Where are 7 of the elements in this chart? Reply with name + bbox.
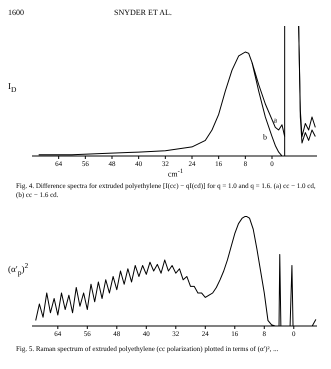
series-label: a <box>274 115 278 124</box>
x-axis-title: cm$^{-1}$ <box>166 168 184 179</box>
text: SNYDER ET AL. <box>114 8 172 19</box>
y-axis-title: I$_{D}$ <box>8 80 16 94</box>
series-label: b <box>263 132 267 142</box>
text: 1600 <box>8 8 24 19</box>
y-axis-title: (α′$_{p}$)$^{2}$ <box>8 261 28 277</box>
